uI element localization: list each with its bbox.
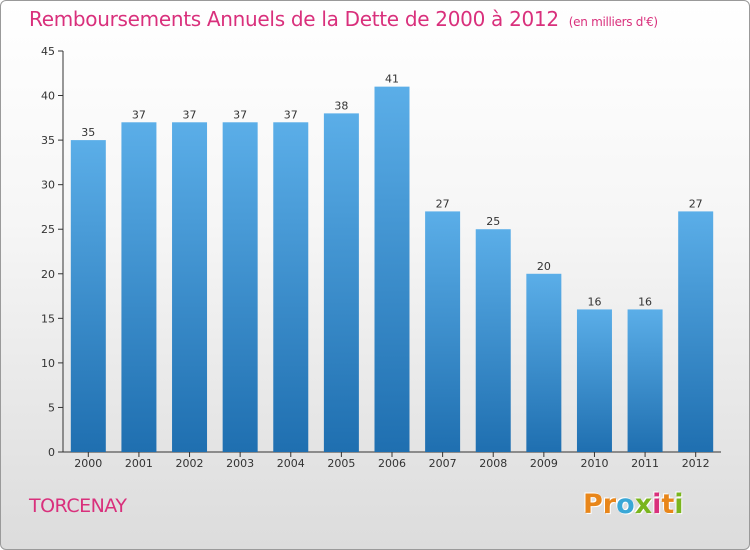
y-tick-label: 25 (41, 223, 55, 236)
bar (576, 309, 612, 452)
data-label: 27 (436, 197, 450, 210)
logo-letter: i (674, 489, 684, 520)
x-tick-label: 2003 (226, 457, 254, 470)
data-label: 37 (183, 108, 197, 121)
data-label: 35 (81, 126, 95, 139)
logo-letter: x (634, 489, 653, 520)
x-tick-label: 2008 (479, 457, 507, 470)
bar (475, 229, 511, 452)
x-tick-label: 2004 (277, 457, 305, 470)
data-label: 27 (689, 197, 703, 210)
logo-letter: t (661, 489, 675, 520)
bars (70, 86, 714, 453)
y-tick-label: 35 (41, 134, 55, 147)
x-tick-label: 2007 (429, 457, 457, 470)
data-label: 38 (334, 99, 348, 112)
data-labels: 35 37 37 37 37 38 41 27 25 20 16 16 27 (81, 73, 702, 309)
data-label: 37 (132, 108, 146, 121)
x-tick-label: 2001 (125, 457, 153, 470)
x-tick-label: 2010 (580, 457, 608, 470)
data-label: 16 (587, 295, 601, 308)
y-tick-label: 0 (48, 446, 55, 459)
x-tick-label: 2005 (327, 457, 355, 470)
x-tick-label: 2012 (682, 457, 710, 470)
data-label: 25 (486, 215, 500, 228)
x-tick-label: 2006 (378, 457, 406, 470)
y-tick-label: 20 (41, 268, 55, 281)
y-tick-label: 5 (48, 401, 55, 414)
bar (70, 140, 106, 452)
y-tick-label: 30 (41, 179, 55, 192)
data-label: 20 (537, 260, 551, 273)
bar (121, 122, 157, 453)
bar (627, 309, 663, 452)
x-tick-label: 2009 (530, 457, 558, 470)
proxiti-logo: Proxiti (583, 489, 684, 520)
data-label: 16 (638, 295, 652, 308)
data-label: 37 (284, 108, 298, 121)
logo-letter: P (583, 489, 603, 520)
y-tick-label: 10 (41, 357, 55, 370)
x-tick-label: 2002 (176, 457, 204, 470)
chart-unit: (en milliers d'€) (568, 15, 658, 29)
bar (323, 113, 359, 452)
y-tick-label: 45 (41, 45, 55, 58)
y-tick-label: 40 (41, 90, 55, 103)
bar (222, 122, 258, 453)
y-tick-label: 15 (41, 312, 55, 325)
logo-letter: i (652, 489, 662, 520)
logo-letter: r (602, 489, 617, 520)
bar (273, 122, 309, 453)
commune-name: TORCENAY (29, 495, 127, 517)
bar (374, 86, 410, 453)
x-tick-label: 2000 (74, 457, 102, 470)
axes: 0 5 10 15 20 25 30 35 40 45 2000 2001 2002 2003 2004 20… (41, 45, 721, 470)
chart-title-text: Remboursements Annuels de la Dette de 20… (29, 7, 559, 31)
bar (172, 122, 208, 453)
bar (526, 273, 562, 452)
data-label: 41 (385, 73, 399, 86)
x-tick-label: 2011 (631, 457, 659, 470)
bar (425, 211, 461, 452)
bar (678, 211, 714, 452)
logo-letter: o (616, 489, 635, 520)
data-label: 37 (233, 108, 247, 121)
chart-title: Remboursements Annuels de la Dette de 20… (29, 7, 658, 31)
